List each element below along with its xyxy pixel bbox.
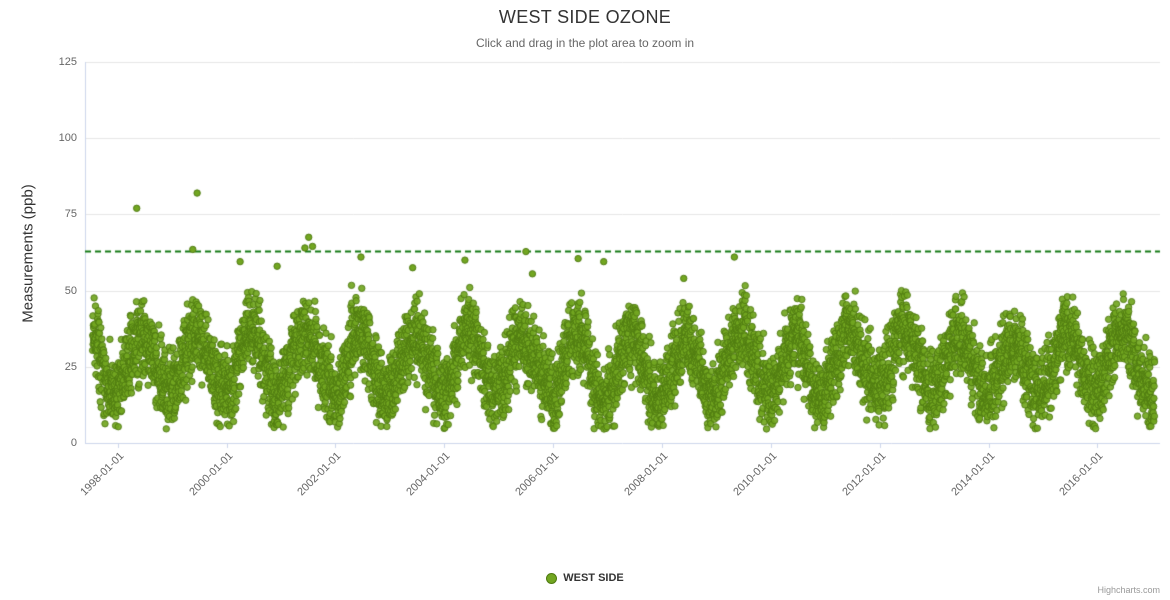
y-tick-label: 25 (64, 360, 77, 373)
y-tick-label: 0 (70, 437, 77, 449)
legend-item-west-side[interactable]: WEST SIDE (0, 572, 1170, 584)
y-tick-label: 125 (58, 56, 77, 68)
y-axis-title: Measurements (ppb) (19, 184, 37, 323)
chart-subtitle: Click and drag in the plot area to zoom … (475, 36, 695, 50)
y-tick-label: 50 (64, 284, 77, 297)
legend-marker-icon (546, 572, 558, 584)
legend-label: WEST SIDE (563, 572, 624, 584)
highcharts-credits-link[interactable]: Highcharts.com (1097, 585, 1160, 595)
y-tick-label: 75 (64, 208, 77, 221)
chart-title: WEST SIDE OZONE (498, 7, 672, 27)
y-tick-label: 100 (58, 132, 77, 145)
